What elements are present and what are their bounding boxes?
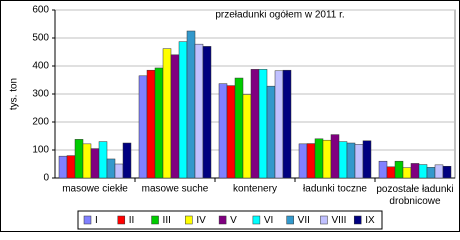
bar: [202, 46, 212, 179]
legend-swatch: [151, 215, 159, 225]
bar: [226, 85, 236, 179]
chart-title: przeładunki ogółem w 2011 r.: [215, 10, 344, 21]
bar: [330, 134, 340, 179]
bar: [338, 141, 348, 179]
bar: [194, 43, 204, 179]
x-tick-label: pozostałe ładunki drobnicowe: [376, 184, 453, 207]
bar: [74, 139, 84, 179]
bar: [362, 140, 372, 179]
bar: [122, 142, 132, 179]
bar: [146, 69, 156, 179]
bar: [322, 139, 332, 179]
bar: [298, 143, 308, 179]
legend-swatch: [353, 215, 362, 225]
bar: [242, 94, 252, 179]
x-tick-label: kontenery: [233, 184, 277, 195]
bar: [434, 164, 444, 179]
bar: [98, 141, 108, 179]
legend-label: VII: [298, 215, 310, 226]
bar: [258, 69, 268, 179]
y-tick-label: 0: [43, 173, 49, 184]
legend-label: IX: [365, 215, 375, 226]
bar: [138, 75, 148, 179]
bar: [90, 148, 100, 179]
bar: [218, 83, 228, 179]
y-tick-label: 400: [32, 61, 49, 72]
y-tick-label: 600: [32, 5, 49, 16]
chart: przeładunki ogółem w 2011 r. tys. ton 0 1…: [0, 0, 460, 232]
y-tick-label: 200: [32, 117, 49, 128]
bar: [394, 160, 404, 179]
bar: [346, 142, 356, 179]
bar: [354, 144, 364, 179]
bar: [306, 143, 316, 179]
legend-box: [77, 210, 383, 230]
bar: [282, 69, 292, 179]
bar: [114, 163, 124, 179]
bar: [426, 167, 436, 179]
bar: [314, 138, 324, 179]
bar: [234, 77, 244, 179]
legend-swatch: [185, 215, 193, 225]
legend-label: II: [129, 215, 135, 226]
legend-label: VIII: [331, 215, 346, 226]
bar: [402, 167, 412, 179]
bar: [82, 143, 92, 179]
bar: [274, 70, 284, 179]
bar: [442, 165, 452, 179]
x-tick-label: masowe suche: [142, 184, 209, 195]
legend-swatch: [252, 215, 261, 225]
bar: [178, 41, 188, 179]
bar: [106, 158, 116, 179]
y-tick-label: 100: [32, 145, 49, 156]
bar: [154, 67, 164, 179]
legend-swatch: [286, 215, 294, 225]
legend-swatch: [218, 215, 227, 225]
legend-label: IV: [196, 215, 206, 226]
bar: [170, 54, 180, 179]
bar: [418, 164, 428, 179]
x-tick-label: ładunki toczne: [303, 184, 367, 195]
bar: [186, 30, 196, 179]
bar: [386, 166, 396, 179]
bar: [250, 69, 260, 179]
bar: [378, 160, 388, 179]
legend-label: VI: [264, 215, 273, 226]
bar: [162, 48, 172, 179]
bar: [266, 85, 276, 179]
bar: [58, 155, 68, 179]
legend-label: I: [95, 215, 98, 226]
legend-swatch: [117, 215, 126, 225]
y-tick-label: 500: [32, 33, 49, 44]
bar: [66, 155, 76, 179]
legend-swatch: [83, 215, 92, 225]
y-tick-label: 300: [32, 89, 49, 100]
legend-label: III: [163, 215, 171, 226]
x-tick-label: masowe ciekłe: [62, 184, 128, 195]
y-axis-label: tys. ton: [9, 78, 20, 110]
legend-swatch: [320, 215, 328, 225]
bar: [410, 163, 420, 179]
legend-label: V: [230, 215, 237, 226]
